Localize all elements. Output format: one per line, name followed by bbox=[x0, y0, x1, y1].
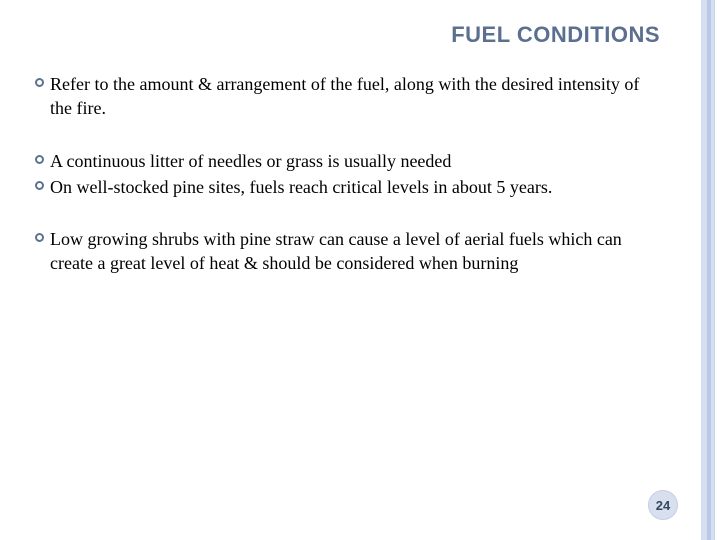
page-number-badge: 24 bbox=[648, 490, 678, 520]
content-area: Refer to the amount & arrangement of the… bbox=[28, 72, 660, 304]
decorative-right-stripes bbox=[701, 0, 720, 540]
bullet-group: A continuous litter of needles or grass … bbox=[28, 149, 660, 200]
bullet-text: On well-stocked pine sites, fuels reach … bbox=[50, 175, 660, 199]
bullet-item: Refer to the amount & arrangement of the… bbox=[28, 72, 660, 121]
bullet-marker-icon bbox=[28, 149, 50, 164]
bullet-item: On well-stocked pine sites, fuels reach … bbox=[28, 175, 660, 199]
slide-title: FUEL CONDITIONS bbox=[451, 22, 660, 48]
bullet-text: Low growing shrubs with pine straw can c… bbox=[50, 227, 660, 276]
bullet-marker-icon bbox=[28, 227, 50, 242]
page-number-value: 24 bbox=[656, 498, 670, 513]
bullet-text: Refer to the amount & arrangement of the… bbox=[50, 72, 660, 121]
bullet-text: A continuous litter of needles or grass … bbox=[50, 149, 660, 173]
bullet-marker-icon bbox=[28, 72, 50, 87]
bullet-group: Low growing shrubs with pine straw can c… bbox=[28, 227, 660, 276]
bullet-marker-icon bbox=[28, 175, 50, 190]
bullet-group: Refer to the amount & arrangement of the… bbox=[28, 72, 660, 121]
stripe bbox=[714, 0, 720, 540]
bullet-item: A continuous litter of needles or grass … bbox=[28, 149, 660, 173]
bullet-item: Low growing shrubs with pine straw can c… bbox=[28, 227, 660, 276]
